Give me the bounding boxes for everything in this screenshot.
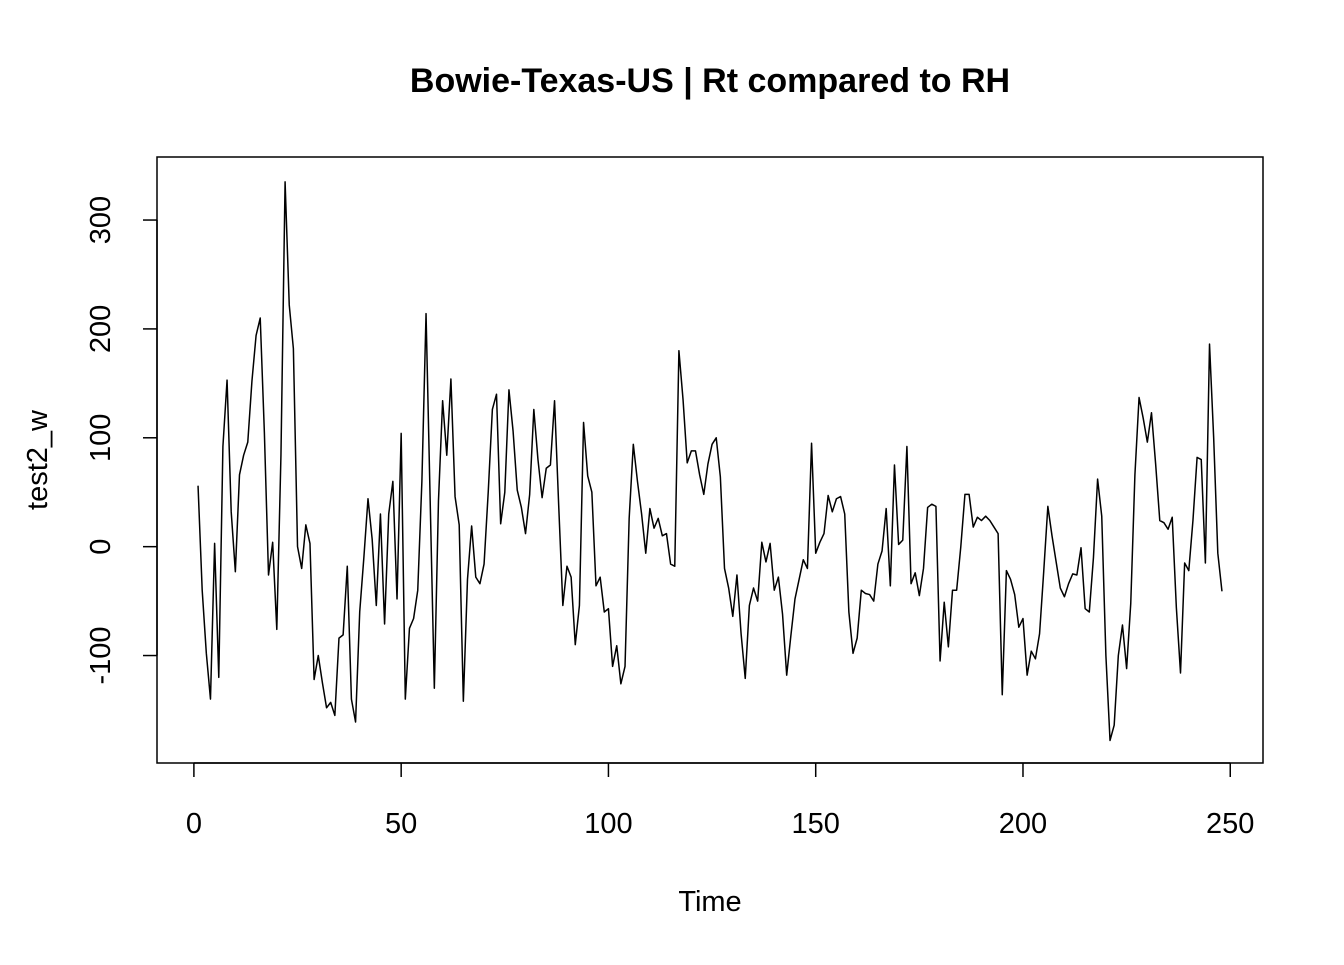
chart-title: Bowie-Texas-US | Rt compared to RH	[410, 62, 1010, 100]
x-tick-label: 150	[792, 808, 840, 840]
series-line	[197, 181, 1223, 742]
x-tick-label: 200	[999, 808, 1047, 840]
x-tick-label: 250	[1206, 808, 1254, 840]
x-tick-label: 100	[584, 808, 632, 840]
y-tick-label: 0	[85, 539, 117, 555]
x-axis: 0 50 100 150 200 250	[186, 762, 1254, 840]
y-axis-label: test2_w	[22, 409, 54, 510]
y-tick-label: 200	[85, 305, 117, 353]
y-tick-label: -100	[85, 627, 117, 685]
x-tick-label: 50	[385, 808, 417, 840]
y-tick-label: 100	[85, 414, 117, 462]
y-axis: -100 0 100 200 300	[85, 196, 158, 685]
x-tick-label: 0	[186, 808, 202, 840]
y-tick-label: 300	[85, 196, 117, 244]
x-axis-label: Time	[678, 886, 741, 918]
